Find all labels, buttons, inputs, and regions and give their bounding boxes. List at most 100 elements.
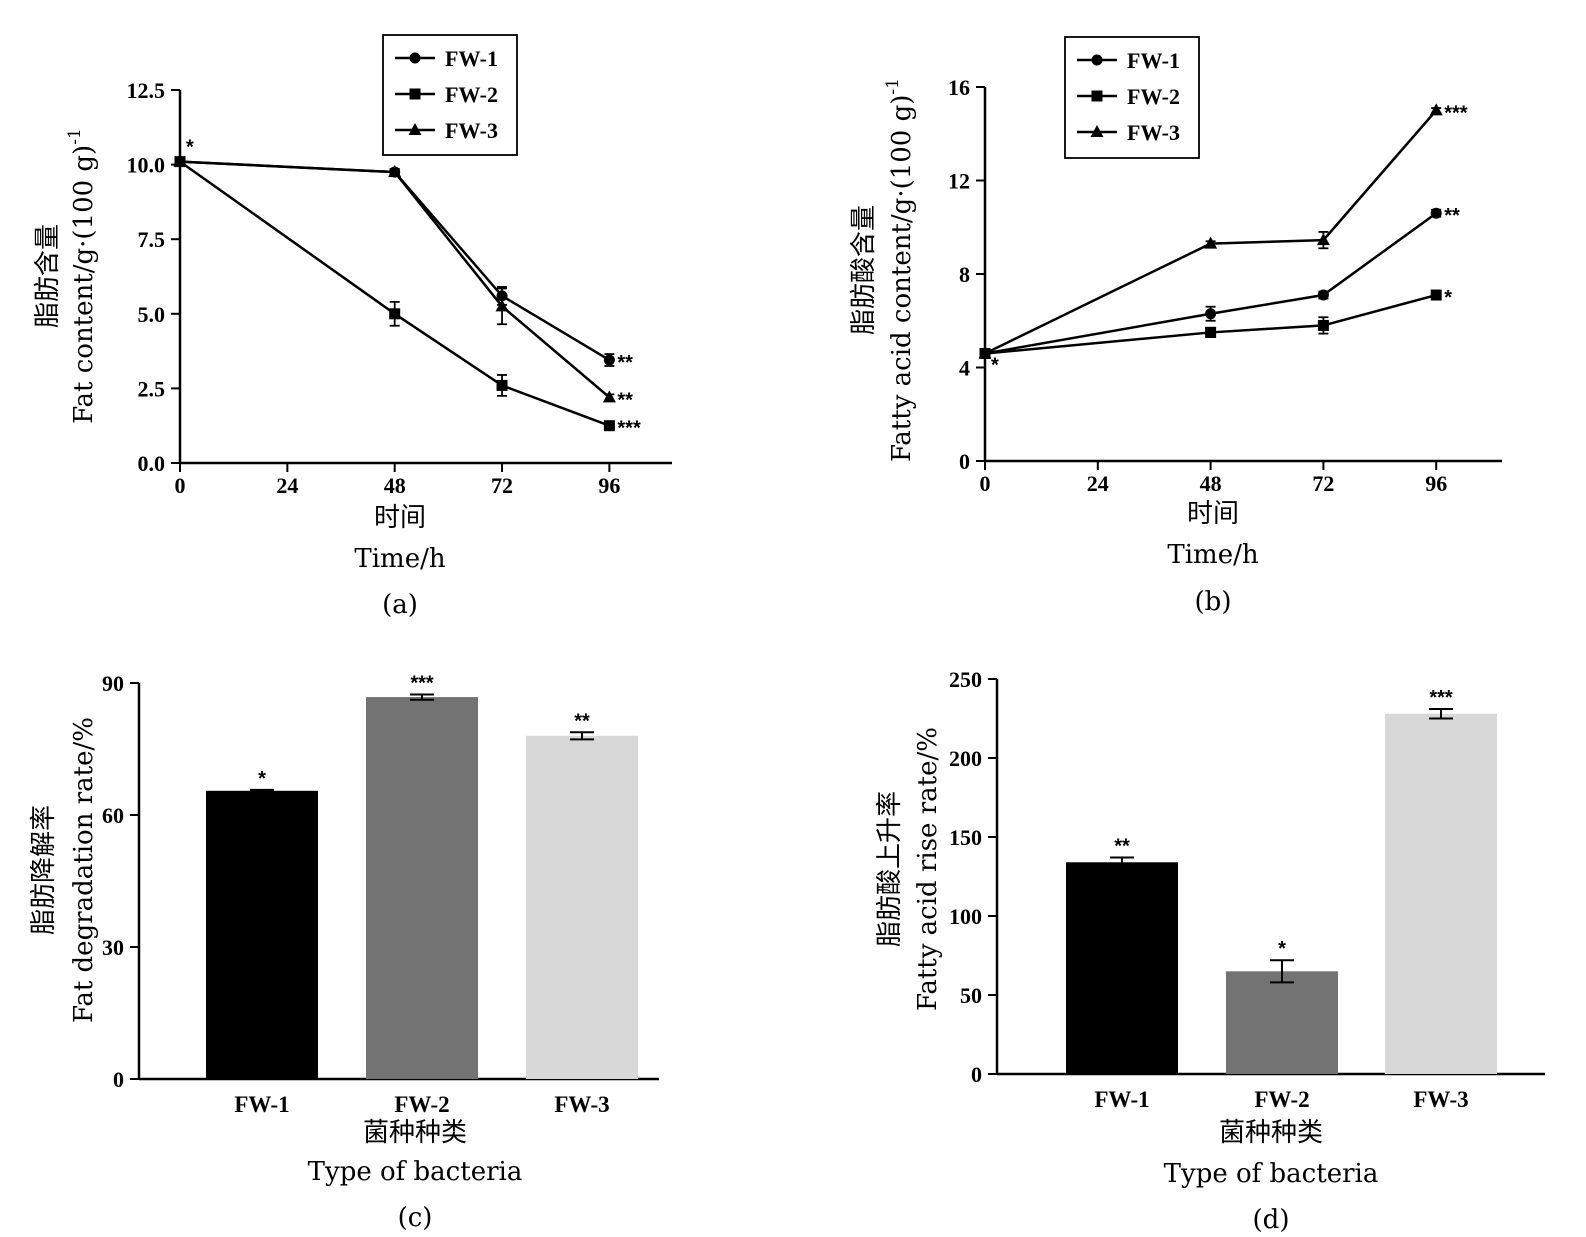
y-tick-label: 12 [948,169,970,194]
category-label: FW-2 [1254,1087,1309,1112]
series-fw-3: ** [173,154,633,411]
significance-label: * [258,768,266,790]
y-tick-label: 8 [959,262,970,287]
legend-label: FW-2 [445,82,498,107]
panel-caption: (c) [398,1203,433,1233]
y-axis-label-superscript: -1 [65,128,85,145]
series-line [179,160,611,399]
legend-marker [1091,90,1103,102]
panel-caption: (a) [382,590,418,620]
series-fw-2: *** [174,156,641,440]
x-axis-label: Time/h [1167,540,1258,570]
x-axis-label-cn: 时间 [374,503,426,533]
significance-label: *** [1444,102,1468,124]
y-tick-label: 250 [949,667,982,692]
data-point [1205,326,1217,338]
y-tick-label: 5.0 [138,302,166,327]
x-tick-label: 0 [980,471,991,496]
category-label: FW-1 [1094,1087,1149,1112]
x-axis-label: Type of bacteria [308,1157,523,1187]
x-tick-label: 0 [175,473,186,498]
series-line [179,160,610,427]
legend: FW-1 FW-2 FW-3 [382,34,518,156]
significance-label: ** [1114,836,1130,858]
legend: FW-1 FW-2 FW-3 [1064,36,1200,159]
y-tick-label: 0 [959,449,970,474]
y-tick-label: 0 [113,1067,124,1092]
category-label: FW-1 [234,1092,289,1117]
significance-label: *** [1429,687,1453,709]
x-axis-label-cn: 菌种种类 [1219,1118,1323,1148]
series-line [984,293,1437,355]
y-tick-label: 60 [102,803,124,828]
data-point [978,346,992,359]
x-tick-label: 72 [491,473,513,498]
y-axis-label: Fat degradation rate/% [69,717,99,1023]
panel-d: 0 50 100 150 200 250 脂肪酸上升率 Fatty acid rise rat… [875,667,1545,1235]
y-tick-label: 7.5 [138,227,166,252]
category-label: FW-2 [394,1092,449,1117]
panel-c: 0 30 60 90 脂肪降解率 Fat degradation rate/% 菌种种类 Ty… [29,671,659,1233]
panel-caption: (d) [1253,1205,1290,1235]
data-point [603,354,615,366]
y-tick-label: 30 [102,935,124,960]
bar-fw-1 [1066,862,1178,1074]
panel-caption: (b) [1195,587,1232,617]
x-tick-label: 96 [598,473,620,498]
x-tick-label: 24 [276,473,298,498]
data-point [173,154,187,167]
data-point [495,299,509,312]
category-label: FW-3 [1413,1087,1468,1112]
data-point [602,390,616,403]
legend-marker [409,52,421,64]
data-point [389,308,401,320]
data-point [1429,103,1443,116]
x-tick-label: 24 [1087,471,1109,496]
legend-label: FW-1 [445,46,498,71]
category-label: FW-3 [554,1092,609,1117]
significance-label: * [1278,938,1286,960]
x-tick-label: 48 [384,473,406,498]
significance-label: ** [1444,205,1460,227]
legend-label: FW-3 [1127,120,1180,145]
significance-label: ** [617,389,633,411]
significance-label: *** [410,672,434,694]
legend-marker [409,88,421,100]
y-axis-label-cn: 脂肪含量 [33,224,63,328]
series-line [984,109,1438,355]
bar-fw-1 [206,790,318,1079]
significance-label-start: * [186,137,194,159]
legend-label: FW-3 [445,118,498,143]
legend-label: FW-2 [1127,84,1180,109]
y-tick-label: 200 [949,746,982,771]
data-point [1204,236,1218,249]
x-axis-label: Type of bacteria [1164,1159,1379,1189]
series-fw-1: ** [979,205,1460,359]
x-tick-label: 96 [1425,471,1447,496]
data-point [388,165,402,178]
significance-label-start: * [991,354,999,376]
data-point [1317,289,1329,301]
x-tick-label: 48 [1200,471,1222,496]
y-tick-label: 90 [102,671,124,696]
series-fw-3: *** [978,102,1468,359]
data-point [1205,308,1217,320]
data-point [1316,233,1330,246]
y-tick-label: 150 [949,825,982,850]
panel-a: 0.0 2.5 5.0 7.5 10.0 12.5 脂肪含量 Fat content/g·(1… [33,34,672,620]
y-tick-label: 2.5 [138,376,166,401]
data-point [1430,207,1442,219]
x-tick-label: 72 [1312,471,1334,496]
bar-fw-3 [526,735,638,1079]
significance-label: ** [574,710,590,732]
x-axis-label-cn: 菌种种类 [363,1118,467,1148]
x-axis-label-cn: 时间 [1187,499,1239,529]
data-point [496,379,508,391]
y-axis-label-cn: 脂肪酸上升率 [875,791,905,947]
y-tick-label: 0.0 [138,451,166,476]
bar-fw-2 [1226,971,1338,1074]
x-axis-label: Time/h [354,544,445,574]
y-axis-label-superscript: -1 [883,78,903,95]
y-axis-label-cn: 脂肪降解率 [29,805,59,935]
